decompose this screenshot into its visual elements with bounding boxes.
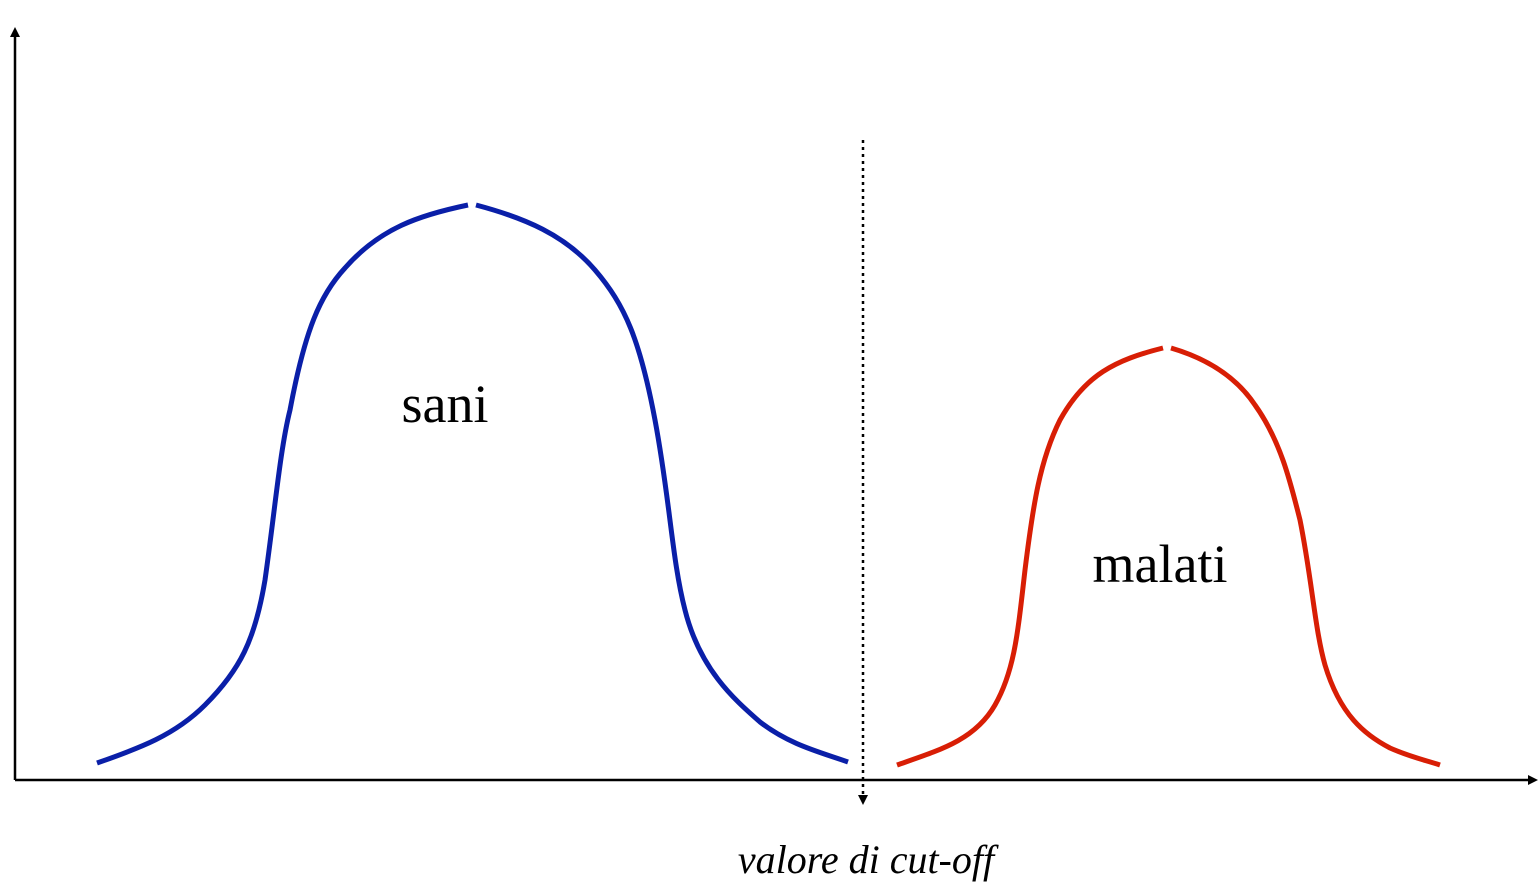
cutoff-label: valore di cut-off [738, 837, 999, 882]
healthy-label: sani [402, 374, 489, 434]
healthy-curve-right [475, 202, 849, 765]
sick-curve-right [1170, 345, 1441, 768]
healthy-curve-left [96, 202, 469, 766]
sick-label: malati [1093, 534, 1228, 594]
sick-curve-left [896, 345, 1164, 768]
